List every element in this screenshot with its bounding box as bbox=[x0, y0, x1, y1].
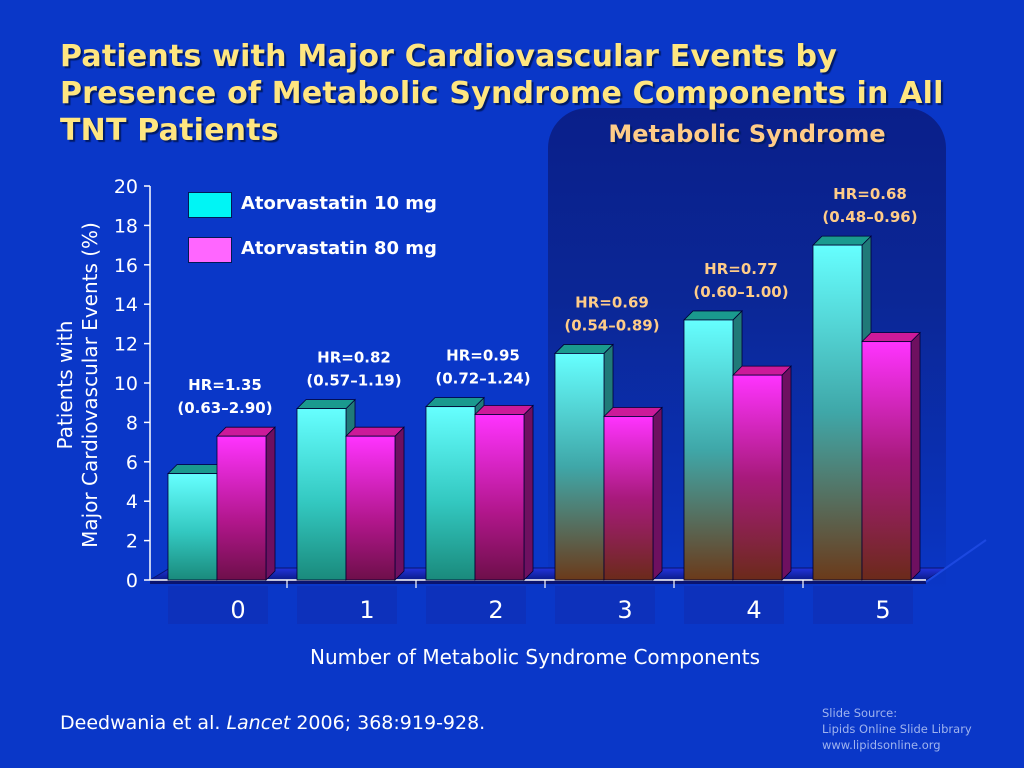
legend-label-atorvastatin-10: Atorvastatin 10 mg bbox=[241, 193, 437, 214]
y-tick-label: 20 bbox=[114, 176, 138, 198]
chart-floor-accent bbox=[925, 539, 987, 583]
legend-label-atorvastatin-80: Atorvastatin 80 mg bbox=[241, 238, 437, 259]
y-tick-label: 16 bbox=[114, 255, 138, 277]
bar-atorvastatin-80 bbox=[732, 365, 792, 581]
citation-details: 2006; 368:919-928. bbox=[290, 712, 486, 734]
bar-front bbox=[345, 435, 396, 581]
slide-source-line3: www.lipidsonline.org bbox=[822, 738, 941, 752]
y-axis-label: Patients with Major Cardiovascular Event… bbox=[53, 175, 103, 595]
bar-front bbox=[554, 353, 605, 581]
slide-source: Slide Source: Lipids Online Slide Librar… bbox=[822, 705, 972, 753]
bar-side bbox=[523, 404, 534, 581]
slide-title: Patients with Major Cardiovascular Event… bbox=[60, 39, 944, 148]
hr-ci-label: (0.63–2.90) bbox=[177, 399, 272, 417]
hr-ci-label: (0.60–1.00) bbox=[693, 283, 788, 301]
slide-source-line2: Lipids Online Slide Library bbox=[822, 722, 972, 736]
bar-atorvastatin-80 bbox=[474, 404, 534, 581]
y-axis-label-line1: Patients with bbox=[53, 320, 77, 450]
hr-label: HR=0.77 bbox=[704, 260, 778, 278]
bar-front bbox=[812, 244, 863, 581]
x-tick-label: 3 bbox=[617, 596, 632, 624]
x-tick-label: 5 bbox=[875, 596, 890, 624]
metabolic-syndrome-label: Metabolic Syndrome bbox=[608, 120, 886, 148]
y-tick-label: 0 bbox=[126, 570, 138, 592]
bar-front bbox=[296, 408, 347, 581]
bar-atorvastatin-80 bbox=[603, 406, 663, 581]
hr-label: HR=1.35 bbox=[188, 376, 262, 394]
hr-label: HR=0.82 bbox=[317, 349, 391, 367]
bar-side bbox=[910, 331, 921, 581]
bar-side bbox=[781, 365, 792, 581]
category-strip bbox=[813, 586, 913, 624]
bar-atorvastatin-80 bbox=[216, 426, 276, 581]
hr-label: HR=0.69 bbox=[575, 293, 649, 311]
bar-front bbox=[683, 319, 734, 581]
bar-top bbox=[425, 397, 485, 408]
x-tick-label: 4 bbox=[746, 596, 761, 624]
bar-front bbox=[603, 416, 654, 581]
bar-top bbox=[812, 235, 872, 246]
bar-side bbox=[265, 426, 276, 581]
bar-atorvastatin-80 bbox=[345, 426, 405, 581]
bar-top bbox=[683, 310, 743, 321]
x-tick-label: 2 bbox=[488, 596, 503, 624]
category-strip bbox=[168, 586, 268, 624]
bar-front bbox=[167, 473, 218, 581]
y-axis-label-line2: Major Cardiovascular Events (%) bbox=[78, 222, 102, 548]
category-strip bbox=[684, 586, 784, 624]
x-axis-label: Number of Metabolic Syndrome Components bbox=[310, 645, 760, 669]
y-tick-label: 10 bbox=[114, 373, 138, 395]
y-tick-label: 12 bbox=[114, 334, 138, 356]
bar-front bbox=[425, 406, 476, 581]
legend-swatch-magenta bbox=[188, 237, 232, 263]
hr-ci-label: (0.54–0.89) bbox=[564, 316, 659, 334]
bar-atorvastatin-80 bbox=[861, 331, 921, 581]
slide-source-line1: Slide Source: bbox=[822, 706, 898, 720]
x-tick-label: 1 bbox=[359, 596, 374, 624]
y-tick-label: 14 bbox=[114, 294, 138, 316]
bar-top bbox=[732, 365, 792, 376]
category-strip bbox=[555, 586, 655, 624]
chart-floor-edge bbox=[150, 580, 926, 584]
bar-side bbox=[394, 426, 405, 581]
bar-top bbox=[554, 344, 614, 354]
y-tick-label: 8 bbox=[126, 412, 138, 434]
y-tick-label: 6 bbox=[126, 452, 138, 474]
bar-top bbox=[474, 405, 534, 415]
citation: Deedwania et al. Lancet 2006; 368:919-92… bbox=[60, 712, 485, 734]
category-strip bbox=[426, 586, 526, 624]
hr-label: HR=0.95 bbox=[446, 347, 520, 365]
bar-top bbox=[216, 426, 276, 437]
bar-front bbox=[474, 414, 525, 581]
bar-side bbox=[652, 406, 663, 581]
category-strip bbox=[297, 586, 397, 624]
citation-authors: Deedwania et al. bbox=[60, 712, 227, 734]
bar-top bbox=[603, 407, 663, 417]
hr-ci-label: (0.48–0.96) bbox=[822, 208, 917, 226]
bar-top bbox=[296, 399, 356, 410]
y-tick-label: 4 bbox=[126, 491, 138, 513]
y-tick-label: 18 bbox=[114, 215, 138, 237]
hr-ci-label: (0.57–1.19) bbox=[306, 372, 401, 390]
hr-ci-label: (0.72–1.24) bbox=[435, 370, 530, 388]
citation-journal: Lancet bbox=[226, 712, 291, 734]
legend-swatch-cyan bbox=[188, 192, 232, 218]
bar-top bbox=[345, 426, 405, 437]
x-tick-label: 0 bbox=[230, 596, 245, 624]
bar-top bbox=[861, 332, 921, 343]
bar-front bbox=[732, 374, 783, 581]
hr-label: HR=0.68 bbox=[833, 185, 907, 203]
bar-front bbox=[861, 341, 912, 581]
bar-front bbox=[216, 435, 267, 581]
y-tick-label: 2 bbox=[126, 531, 138, 553]
